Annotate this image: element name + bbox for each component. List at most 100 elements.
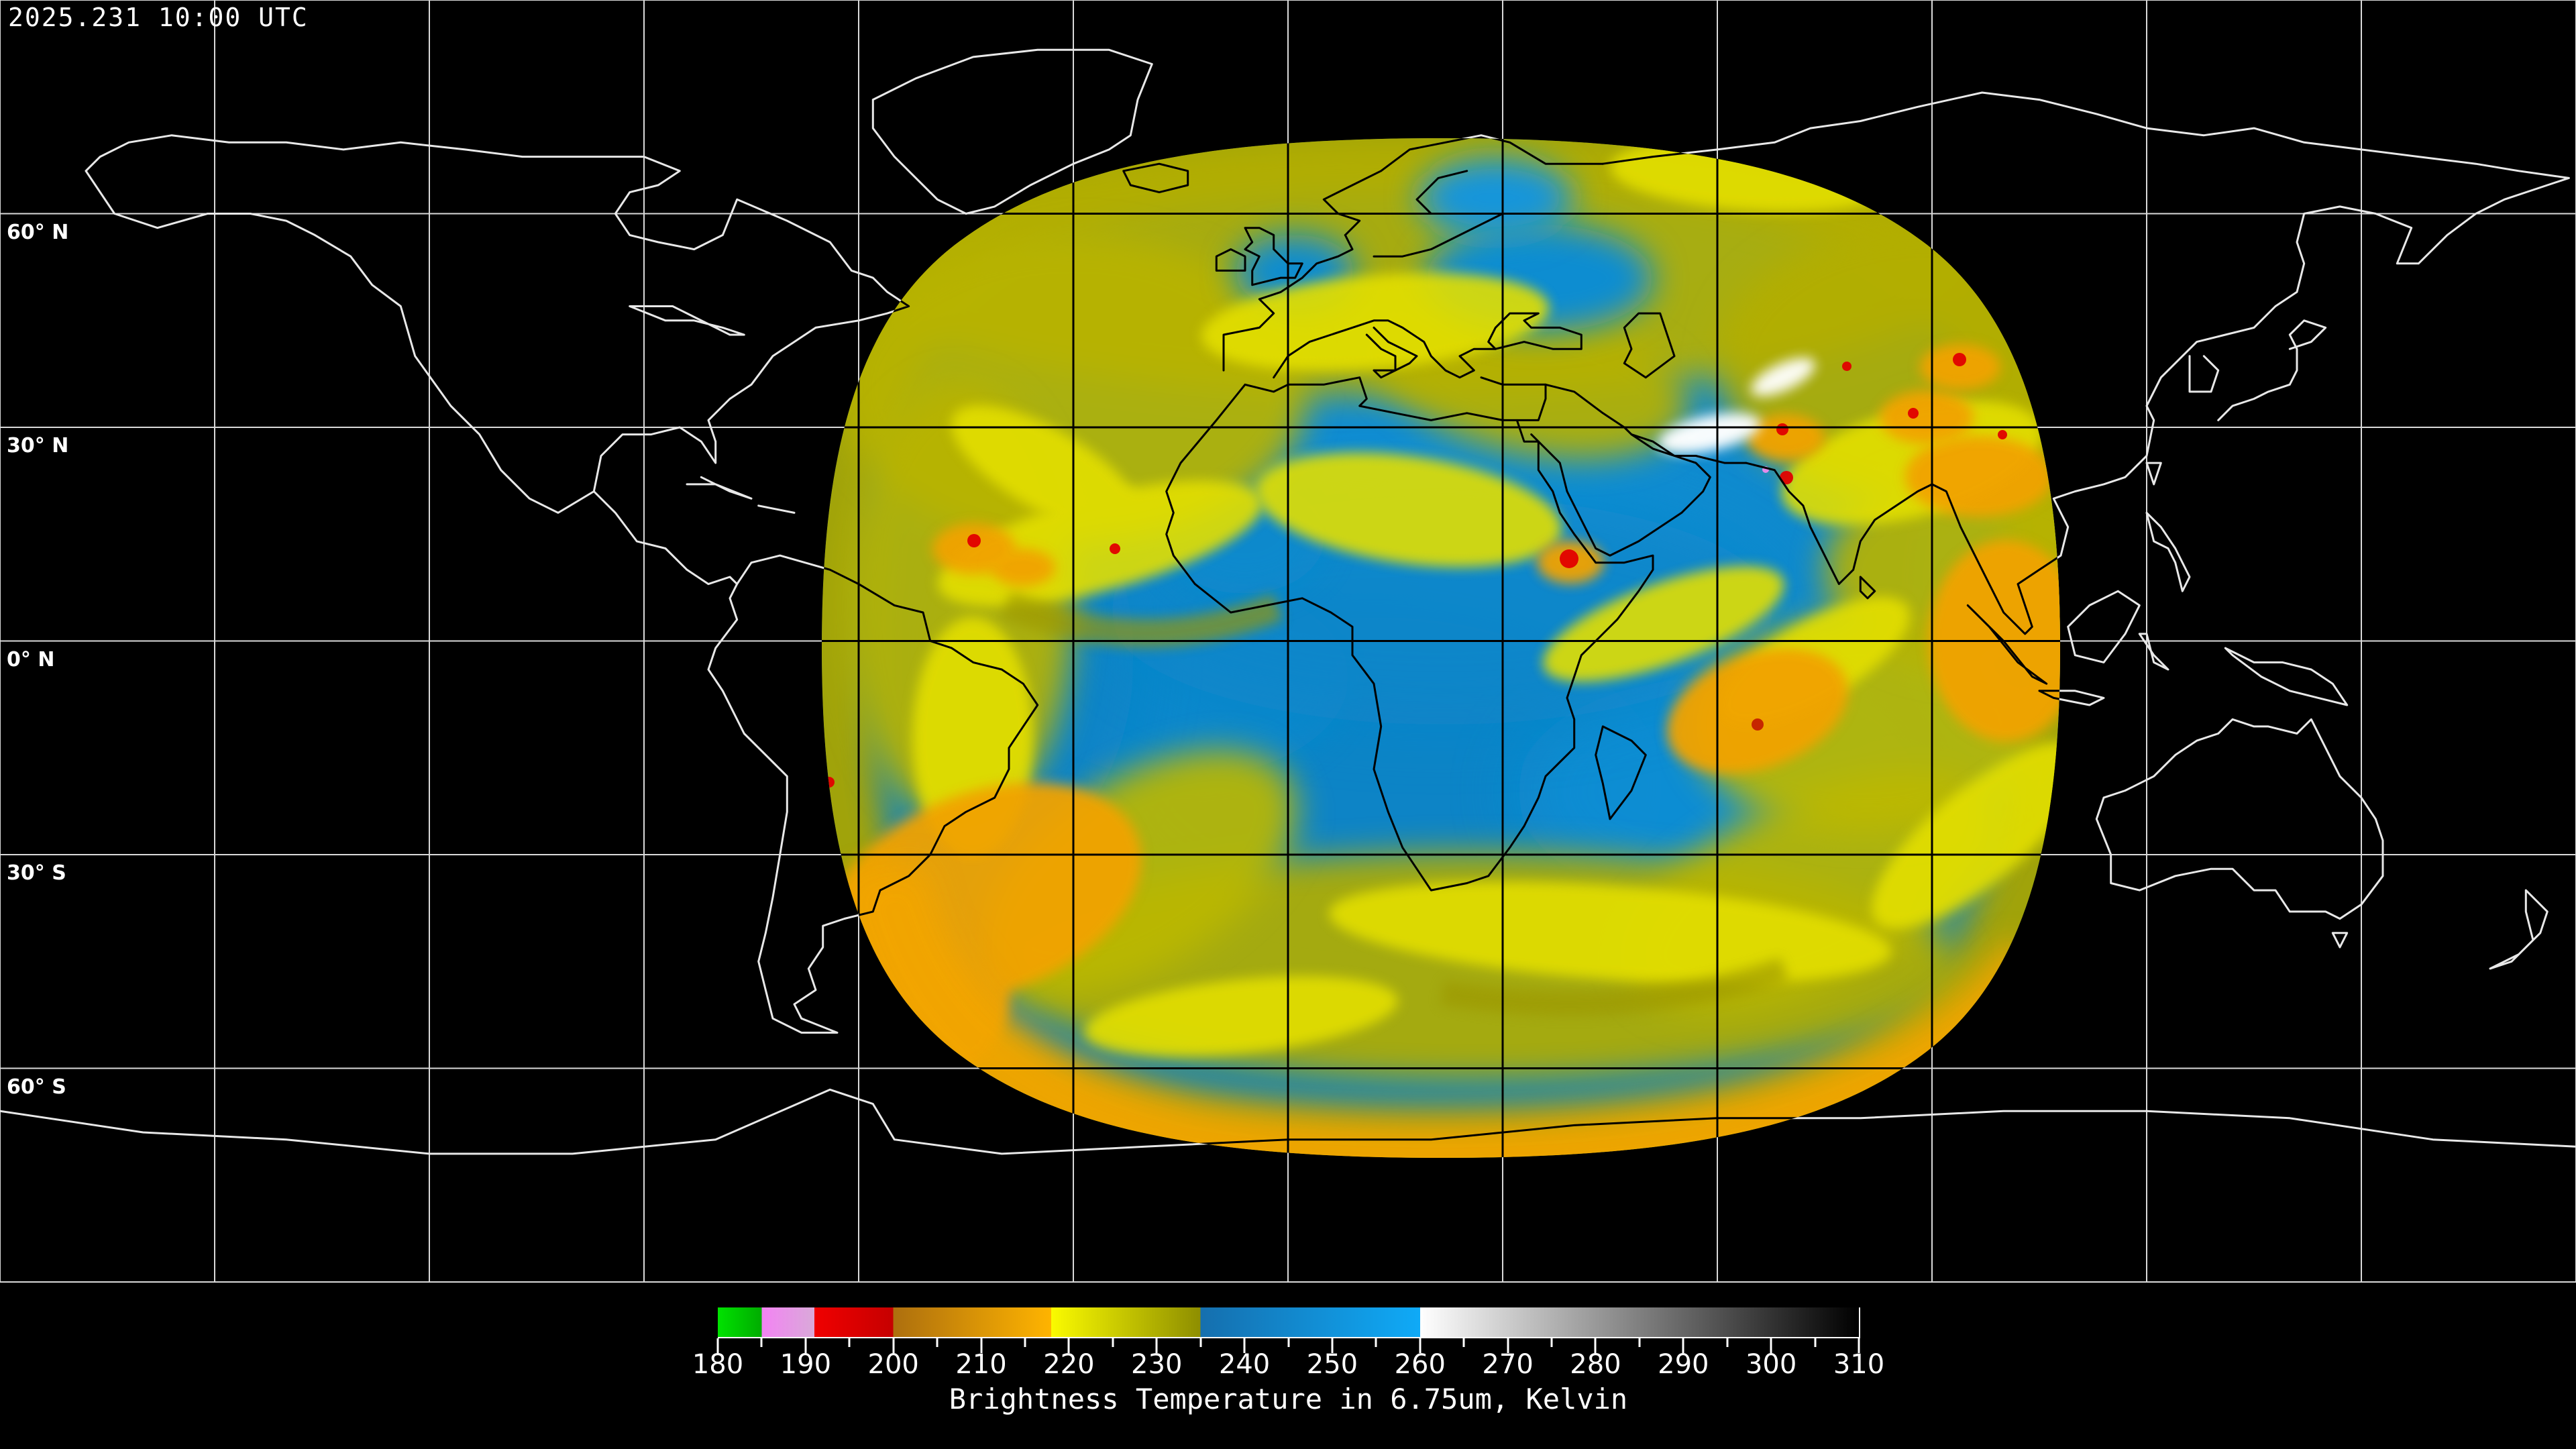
coastline bbox=[1273, 319, 1497, 379]
olive-texture bbox=[1000, 590, 1788, 1016]
coastline bbox=[1373, 170, 1504, 258]
timestamp-label: 2025.231 10:00 UTC bbox=[8, 3, 309, 32]
coastline bbox=[592, 490, 739, 586]
colorbar-minor-tick bbox=[1462, 1338, 1465, 1347]
colorbar-minor-tick bbox=[1814, 1338, 1817, 1347]
coastline bbox=[1630, 433, 1748, 464]
colorbar-major-tick bbox=[1331, 1338, 1334, 1353]
colorbar-tick-label: 180 bbox=[692, 1349, 744, 1380]
coastline bbox=[1623, 312, 1676, 379]
colorbar-major-tick bbox=[1419, 1338, 1421, 1353]
coastline bbox=[1595, 725, 1647, 820]
colorbar-tick-label: 240 bbox=[1218, 1349, 1271, 1380]
warm-white-patches bbox=[1658, 358, 1815, 454]
coastline bbox=[1480, 376, 1547, 421]
colorbar-minor-tick bbox=[1199, 1338, 1202, 1347]
bright-yellow-clouds bbox=[912, 138, 2060, 1057]
coastline bbox=[1122, 162, 1189, 194]
colorbar-minor-tick bbox=[760, 1338, 763, 1347]
colorbar-major-tick bbox=[892, 1338, 895, 1353]
colorbar-tick-label: 260 bbox=[1394, 1349, 1446, 1380]
colorbar-minor-tick bbox=[1287, 1338, 1289, 1347]
coastline bbox=[2147, 513, 2190, 591]
coastline bbox=[1601, 138, 2060, 179]
colorbar-tick-label: 190 bbox=[780, 1349, 832, 1380]
colorbar-tick-label: 280 bbox=[1570, 1349, 1621, 1380]
colorbar-major-tick bbox=[716, 1338, 719, 1353]
coastline bbox=[2331, 932, 2349, 949]
colorbar-tick-label: 290 bbox=[1658, 1349, 1709, 1380]
colorbar-tick-label: 250 bbox=[1306, 1349, 1358, 1380]
coastline bbox=[2096, 719, 2383, 918]
latitude-label: 60° N bbox=[7, 220, 69, 244]
latitude-label: 60° S bbox=[7, 1075, 66, 1099]
colorbar: 180 190 200 210 220 230 240 250 260 270 280 290 300 3… bbox=[692, 1307, 1884, 1415]
coastline bbox=[1966, 604, 2048, 685]
coastline bbox=[822, 138, 910, 514]
coastline bbox=[1745, 176, 2060, 635]
coastline bbox=[0, 1088, 2576, 1155]
coastline bbox=[2489, 889, 2548, 970]
colorbar-title: Brightness Temperature in 6.75um, Kelvin bbox=[949, 1383, 1628, 1415]
latitude-label: 30° N bbox=[7, 434, 69, 458]
colorbar-tick-label: 210 bbox=[955, 1349, 1007, 1380]
coastline bbox=[1530, 383, 1711, 557]
latitude-label: 30° S bbox=[7, 861, 66, 885]
colorbar-tick-label: 220 bbox=[1043, 1349, 1095, 1380]
coastline bbox=[629, 305, 745, 336]
colorbar-major-tick bbox=[1155, 1338, 1158, 1353]
colorbar-minor-tick bbox=[1112, 1338, 1114, 1347]
coastline bbox=[1165, 376, 1654, 892]
coastline bbox=[1859, 576, 1876, 600]
coastline bbox=[2188, 355, 2220, 393]
colorbar-gradient bbox=[718, 1307, 1860, 1338]
colorbar-major-tick bbox=[1682, 1338, 1684, 1353]
coastline bbox=[2217, 319, 2327, 421]
colorbar-major-tick bbox=[804, 1338, 807, 1353]
coastline bbox=[2038, 690, 2060, 706]
coastline bbox=[1373, 369, 1397, 379]
colorbar-major-tick bbox=[1594, 1338, 1597, 1353]
coastline bbox=[1487, 312, 1582, 350]
colorbar-minor-tick bbox=[848, 1338, 851, 1347]
coastline bbox=[1365, 326, 1418, 372]
colorbar-major-tick bbox=[1067, 1338, 1070, 1353]
coastline bbox=[1244, 227, 1303, 286]
coastline bbox=[1601, 91, 2570, 179]
coastline bbox=[686, 476, 753, 500]
coastline bbox=[2145, 462, 2162, 486]
colorbar-minor-tick bbox=[1638, 1338, 1641, 1347]
colorbar-major-tick bbox=[1243, 1338, 1246, 1353]
colorbar-minor-tick bbox=[1726, 1338, 1729, 1347]
colorbar-tick-label: 230 bbox=[1131, 1349, 1183, 1380]
coastline bbox=[871, 48, 1153, 215]
coastline bbox=[1215, 248, 1246, 272]
coastline bbox=[1222, 233, 1354, 372]
colorbar-tick-label: 270 bbox=[1482, 1349, 1534, 1380]
colorbar-minor-tick bbox=[936, 1338, 938, 1347]
coastline bbox=[2067, 590, 2141, 663]
colorbar-minor-tick bbox=[1375, 1338, 1377, 1347]
colorbar-major-tick bbox=[1858, 1338, 1860, 1353]
coastline bbox=[594, 492, 737, 584]
colorbar-minor-tick bbox=[1550, 1338, 1553, 1347]
coastline bbox=[2224, 647, 2349, 706]
colorbar-tick-label: 200 bbox=[867, 1349, 919, 1380]
coastline bbox=[2145, 511, 2191, 592]
coastline bbox=[1322, 138, 1604, 236]
colorbar-minor-tick bbox=[1024, 1338, 1026, 1347]
coastline bbox=[2138, 633, 2169, 671]
coastline bbox=[757, 504, 796, 514]
colorbar-major-tick bbox=[980, 1338, 983, 1353]
coastline bbox=[2095, 718, 2384, 920]
colorbar-tick-label: 310 bbox=[1833, 1349, 1885, 1380]
satellite-disk bbox=[822, 138, 2060, 1158]
coastline bbox=[2190, 356, 2218, 392]
colorbar-tick-label: 300 bbox=[1745, 1349, 1797, 1380]
colorbar-major-tick bbox=[1770, 1338, 1772, 1353]
colorbar-major-tick bbox=[1507, 1338, 1509, 1353]
coastline bbox=[85, 134, 910, 514]
latitude-label: 0° N bbox=[7, 647, 55, 672]
